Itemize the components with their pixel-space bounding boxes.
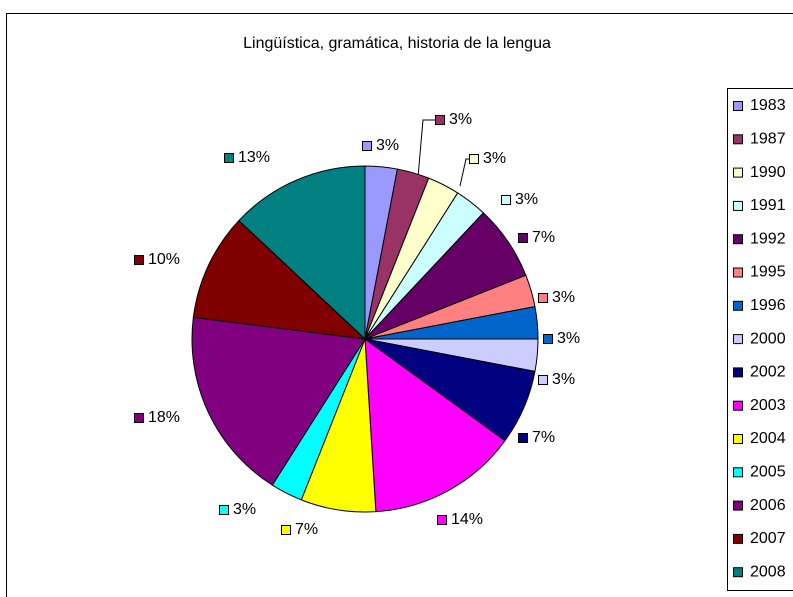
legend-label: 2003: [750, 397, 786, 414]
data-label: 14%: [451, 511, 483, 528]
legend-key: [733, 300, 743, 311]
legend-label: 2008: [750, 563, 786, 580]
label-key: [538, 375, 548, 385]
legend-key: [733, 367, 743, 378]
legend-label: 1987: [750, 131, 786, 148]
data-label: 18%: [148, 409, 180, 426]
label-key: [518, 433, 528, 443]
label-key: [518, 233, 528, 243]
data-label: 3%: [552, 289, 575, 306]
data-label: 10%: [148, 251, 180, 268]
label-key: [224, 153, 234, 163]
label-key: [469, 154, 479, 164]
legend-key: [733, 134, 743, 145]
chart-title: Lingüística, gramática, historia de la l…: [243, 35, 551, 52]
legend-label: 2006: [750, 497, 786, 514]
data-label: 7%: [295, 521, 318, 538]
legend-key: [733, 167, 743, 178]
label-key: [134, 255, 144, 265]
legend-label: 2005: [750, 464, 786, 481]
label-key: [362, 141, 372, 151]
legend-label: 2002: [750, 364, 786, 381]
legend-key: [733, 200, 743, 211]
legend-label: 1983: [750, 97, 786, 114]
legend-label: 1995: [750, 264, 786, 281]
data-label: 3%: [483, 150, 506, 167]
data-label: 3%: [557, 330, 580, 347]
legend-label: 1991: [750, 197, 786, 214]
legend-key: [733, 267, 743, 278]
label-key: [219, 505, 229, 515]
data-label: 3%: [552, 371, 575, 388]
data-label: 7%: [532, 429, 555, 446]
legend-key: [733, 434, 743, 444]
legend-label: 2007: [750, 530, 786, 547]
legend-key: [733, 101, 743, 111]
legend-key: [733, 234, 743, 245]
legend-label: 2000: [750, 330, 786, 347]
label-key: [435, 115, 445, 125]
label-key: [281, 525, 291, 535]
legend-key: [733, 500, 743, 511]
data-label: 3%: [515, 191, 538, 208]
leader-line: [417, 119, 437, 178]
pie-slice: [191, 316, 366, 486]
label-key: [501, 195, 511, 205]
label-key: [437, 515, 447, 525]
data-label: 7%: [532, 229, 555, 246]
data-label: 3%: [376, 137, 399, 154]
legend-key: [733, 533, 743, 544]
label-key: [543, 334, 553, 344]
legend-key: [733, 334, 743, 345]
pie-slice: [192, 219, 367, 340]
label-key: [134, 413, 144, 423]
pie-slice: [238, 165, 366, 341]
data-label: 3%: [233, 501, 256, 518]
legend-label: 1992: [750, 230, 786, 247]
legend-key: [733, 467, 743, 478]
legend-label: 1990: [750, 164, 786, 181]
legend-key: [733, 567, 743, 578]
label-key: [538, 293, 548, 303]
pie-slice: [364, 337, 506, 513]
data-label: 13%: [238, 149, 270, 166]
legend-label: 1996: [750, 297, 786, 314]
legend-key: [733, 400, 743, 411]
legend-label: 2004: [750, 430, 786, 447]
data-label: 3%: [449, 111, 472, 128]
